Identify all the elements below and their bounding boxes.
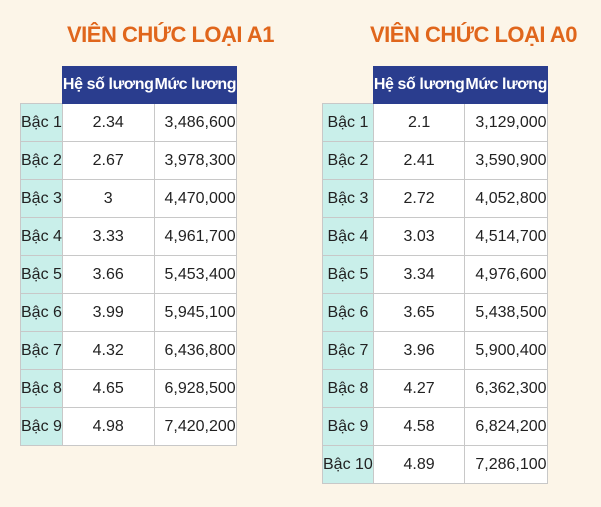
table-title-a0: VIÊN CHỨC LOẠI A0: [370, 22, 577, 47]
salary-cell: 6,436,800: [153, 331, 238, 370]
grade-cell: Bậc 2: [20, 141, 63, 180]
coefficient-cell: 2.67: [61, 141, 155, 180]
coefficient-cell: 4.58: [372, 407, 466, 446]
header-coefficient: Hệ số lương: [61, 66, 155, 104]
salary-table-a0: Hệ số lương Mức lương Bậc 1 2.1 3,129,00…: [322, 66, 549, 484]
coefficient-cell: 4.27: [372, 369, 466, 408]
table-row: Bậc 4 3.03 4,514,700: [322, 217, 549, 256]
table-header-row: Hệ số lương Mức lương: [323, 66, 549, 104]
salary-cell: 5,438,500: [464, 293, 549, 332]
table-row: Bậc 4 3.33 4,961,700: [20, 217, 238, 256]
salary-cell: 6,362,300: [464, 369, 549, 408]
coefficient-cell: 3.99: [61, 293, 155, 332]
grade-cell: Bậc 8: [322, 369, 374, 408]
header-salary: Mức lương: [464, 66, 549, 104]
header-coefficient: Hệ số lương: [372, 66, 466, 104]
grade-cell: Bậc 3: [322, 179, 374, 218]
coefficient-cell: 3.03: [372, 217, 466, 256]
salary-cell: 3,978,300: [153, 141, 238, 180]
coefficient-cell: 3.96: [372, 331, 466, 370]
coefficient-cell: 2.34: [61, 103, 155, 142]
coefficient-cell: 4.89: [372, 445, 466, 484]
salary-cell: 3,486,600: [153, 103, 238, 142]
grade-cell: Bậc 1: [322, 103, 374, 142]
table-row: Bậc 3 3 4,470,000: [20, 179, 238, 218]
coefficient-cell: 3.34: [372, 255, 466, 294]
grade-cell: Bậc 5: [20, 255, 63, 294]
coefficient-cell: 2.1: [372, 103, 466, 142]
grade-cell: Bậc 2: [322, 141, 374, 180]
grade-cell: Bậc 6: [322, 293, 374, 332]
salary-cell: 6,824,200: [464, 407, 549, 446]
table-row: Bậc 1 2.34 3,486,600: [20, 103, 238, 142]
coefficient-cell: 3.33: [61, 217, 155, 256]
grade-cell: Bậc 7: [20, 331, 63, 370]
header-salary: Mức lương: [153, 66, 238, 104]
salary-cell: 4,961,700: [153, 217, 238, 256]
grade-cell: Bậc 10: [322, 445, 374, 484]
coefficient-cell: 4.65: [61, 369, 155, 408]
salary-cell: 4,052,800: [464, 179, 549, 218]
grade-cell: Bậc 9: [20, 407, 63, 446]
coefficient-cell: 3.66: [61, 255, 155, 294]
header-corner: [21, 67, 63, 104]
grade-cell: Bậc 9: [322, 407, 374, 446]
salary-cell: 7,286,100: [464, 445, 549, 484]
table-row: Bậc 3 2.72 4,052,800: [322, 179, 549, 218]
salary-cell: 5,900,400: [464, 331, 549, 370]
table-row: Bậc 7 4.32 6,436,800: [20, 331, 238, 370]
grade-cell: Bậc 6: [20, 293, 63, 332]
table-row: Bậc 1 2.1 3,129,000: [322, 103, 549, 142]
table-row: Bậc 6 3.65 5,438,500: [322, 293, 549, 332]
table-row: Bậc 2 2.67 3,978,300: [20, 141, 238, 180]
table-row: Bậc 5 3.34 4,976,600: [322, 255, 549, 294]
coefficient-cell: 2.41: [372, 141, 466, 180]
grade-cell: Bậc 5: [322, 255, 374, 294]
coefficient-cell: 4.98: [61, 407, 155, 446]
table-row: Bậc 9 4.58 6,824,200: [322, 407, 549, 446]
table-title-a1: VIÊN CHỨC LOẠI A1: [67, 22, 274, 47]
salary-cell: 4,470,000: [153, 179, 238, 218]
grade-cell: Bậc 8: [20, 369, 63, 408]
header-corner: [323, 67, 374, 104]
salary-cell: 3,590,900: [464, 141, 549, 180]
table-row: Bậc 10 4.89 7,286,100: [322, 445, 549, 484]
table-row: Bậc 5 3.66 5,453,400: [20, 255, 238, 294]
salary-cell: 5,945,100: [153, 293, 238, 332]
salary-cell: 4,514,700: [464, 217, 549, 256]
coefficient-cell: 3: [61, 179, 155, 218]
salary-cell: 3,129,000: [464, 103, 549, 142]
salary-cell: 6,928,500: [153, 369, 238, 408]
grade-cell: Bậc 1: [20, 103, 63, 142]
table-row: Bậc 6 3.99 5,945,100: [20, 293, 238, 332]
grade-cell: Bậc 4: [20, 217, 63, 256]
table-row: Bậc 7 3.96 5,900,400: [322, 331, 549, 370]
salary-table-a1: Hệ số lương Mức lương Bậc 1 2.34 3,486,6…: [20, 66, 238, 446]
table-header-row: Hệ số lương Mức lương: [21, 66, 238, 104]
grade-cell: Bậc 3: [20, 179, 63, 218]
coefficient-cell: 4.32: [61, 331, 155, 370]
table-row: Bậc 8 4.65 6,928,500: [20, 369, 238, 408]
table-row: Bậc 2 2.41 3,590,900: [322, 141, 549, 180]
grade-cell: Bậc 4: [322, 217, 374, 256]
table-row: Bậc 8 4.27 6,362,300: [322, 369, 549, 408]
salary-cell: 5,453,400: [153, 255, 238, 294]
salary-cell: 7,420,200: [153, 407, 238, 446]
coefficient-cell: 3.65: [372, 293, 466, 332]
coefficient-cell: 2.72: [372, 179, 466, 218]
grade-cell: Bậc 7: [322, 331, 374, 370]
table-row: Bậc 9 4.98 7,420,200: [20, 407, 238, 446]
salary-cell: 4,976,600: [464, 255, 549, 294]
